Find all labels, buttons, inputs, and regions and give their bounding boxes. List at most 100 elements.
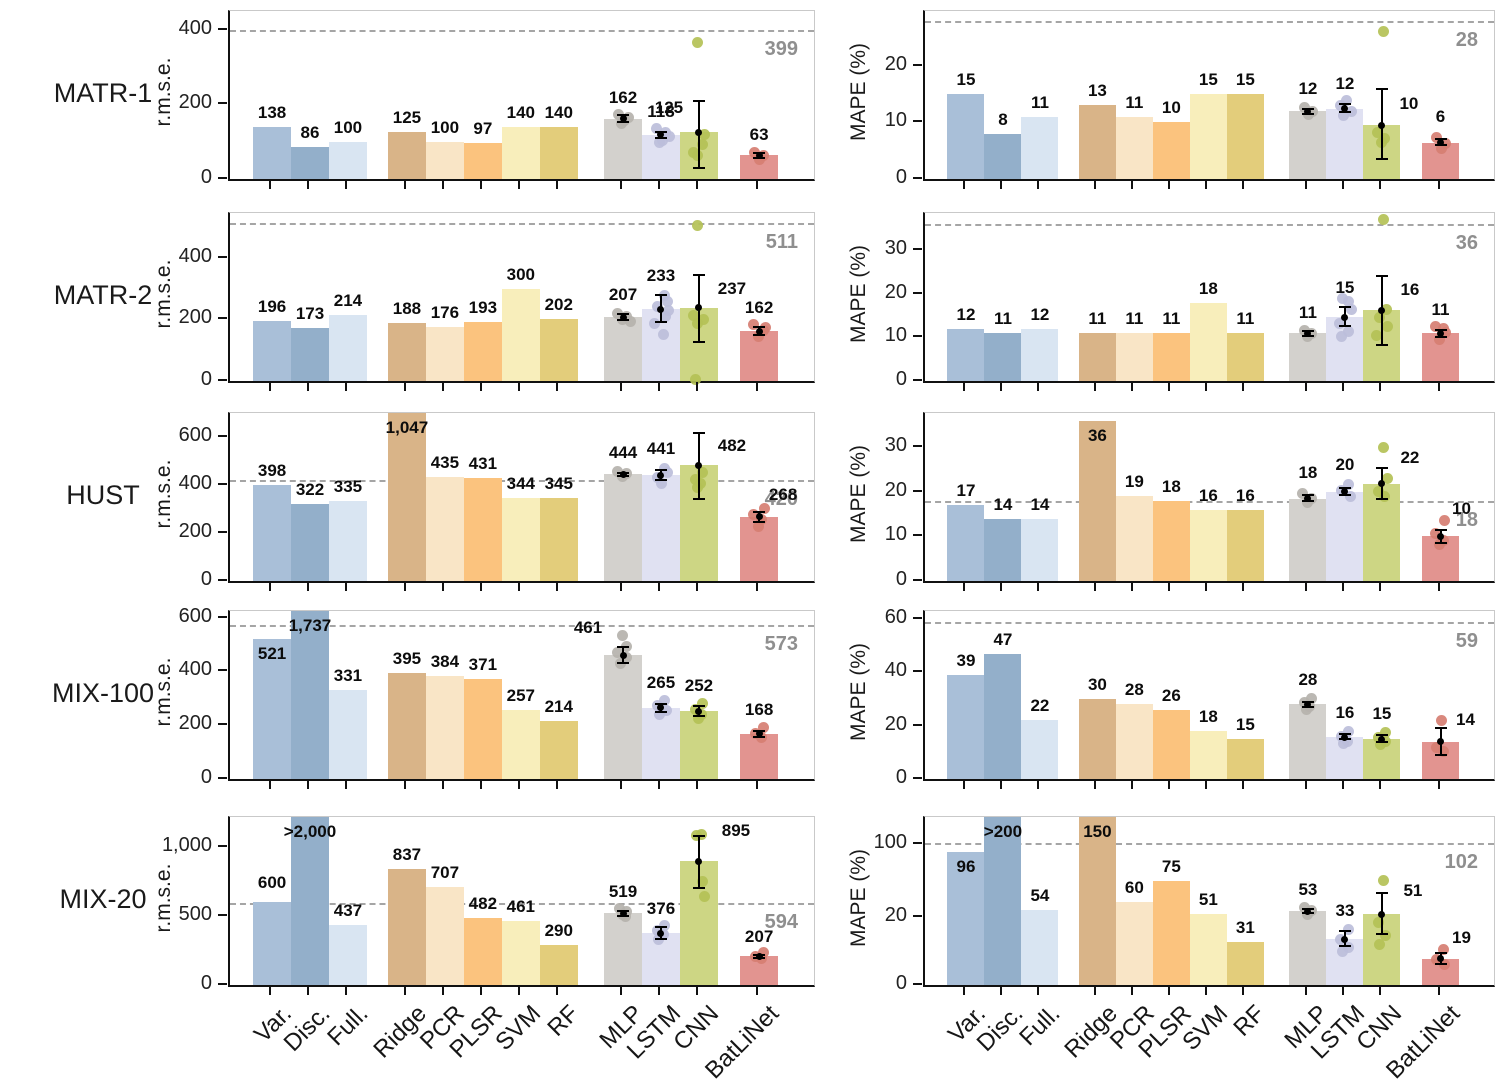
y-tick <box>218 579 227 581</box>
bar-Full. <box>328 141 367 179</box>
x-tick <box>555 382 558 391</box>
error-bar-cap <box>1375 467 1388 470</box>
bar-LSTM <box>1326 491 1364 581</box>
x-tick <box>1341 986 1344 995</box>
x-tick <box>403 986 406 995</box>
scatter-dot-MLP <box>1298 102 1310 114</box>
error-bar-cap <box>654 479 667 482</box>
scatter-dot-LSTM <box>651 471 663 483</box>
x-tick <box>1131 986 1134 995</box>
y-tick-label: 0 <box>200 568 212 590</box>
scatter-dot-MLP <box>1298 901 1310 913</box>
bar-Disc. <box>984 333 1022 381</box>
dataset-row-label: MATR-2 <box>53 280 153 310</box>
plot-area-MIX-100-left: 573 521 1,737 331 395 384 371 257 214 461 265 252 16… <box>228 610 815 781</box>
x-tick <box>657 180 660 189</box>
error-bar-cap <box>1434 541 1447 544</box>
bar-value-label: 51 <box>1403 881 1423 901</box>
error-bar-mean-dot <box>657 305 665 313</box>
y-tick <box>913 670 922 673</box>
y-tick <box>913 617 922 619</box>
x-tick <box>441 180 444 189</box>
bar-PLSR <box>1152 333 1190 381</box>
x-tick <box>517 780 520 789</box>
x-tick <box>1131 382 1134 391</box>
x-tick <box>620 180 623 189</box>
bar-value-label: 435 <box>430 452 460 472</box>
x-tick <box>962 382 965 391</box>
bar-value-label: 707 <box>430 863 460 883</box>
y-tick <box>218 177 227 179</box>
x-tick <box>1341 780 1344 789</box>
bar-SVM <box>1189 509 1227 581</box>
bar-value-label: 176 <box>430 302 460 322</box>
bar-Full. <box>1021 910 1059 985</box>
error-bar-cap <box>692 431 705 434</box>
x-tick <box>1036 382 1039 391</box>
bar-value-label: 15 <box>1335 277 1355 297</box>
scatter-dot-BatLiNet <box>1434 333 1446 345</box>
bar-value-label: 17 <box>956 481 976 501</box>
error-bar-cap <box>654 321 667 324</box>
error-bar-cap <box>692 340 705 343</box>
scatter-dot-CNN <box>697 697 709 709</box>
error-bar-cap <box>1375 158 1388 161</box>
x-tick <box>307 180 309 189</box>
error-bar-cap <box>692 705 705 708</box>
dataset-row-label: MIX-100 <box>51 678 155 708</box>
scatter-dot-BatLiNet <box>752 331 764 343</box>
error-bar-mean-dot <box>1341 105 1349 113</box>
error-bar-mean-dot <box>1378 306 1386 314</box>
error-bar-cap <box>1338 929 1351 932</box>
y-tick-label: 400 <box>178 244 212 267</box>
bars-layer <box>925 611 1494 779</box>
bar-value-label: 12 <box>1335 73 1355 93</box>
error-bar-mean-dot <box>1341 733 1349 741</box>
x-tick <box>344 780 347 789</box>
x-category-label-Full.: Full. <box>321 1000 374 1052</box>
error-bar-cap <box>1375 734 1388 737</box>
x-tick <box>403 780 406 789</box>
bar-Full. <box>1021 720 1059 779</box>
x-tick <box>1094 582 1097 591</box>
error-bar-cap <box>617 121 630 124</box>
scatter-dot-CNN <box>692 712 704 724</box>
error-bar-cap <box>1338 487 1351 490</box>
x-tick <box>479 382 482 391</box>
bar-Ridge <box>387 672 426 779</box>
bar-value-label: 162 <box>744 297 774 317</box>
bar-value-label: 15 <box>1372 703 1392 723</box>
threshold-line <box>925 224 1494 227</box>
x-tick <box>1168 180 1171 189</box>
error-bar-cap <box>1338 306 1351 308</box>
scatter-dot-BatLiNet <box>760 322 772 334</box>
error-bar-cap <box>692 166 705 169</box>
scatter-dot-BatLiNet <box>748 319 760 331</box>
bar-value-label: 431 <box>468 453 498 473</box>
y-tick-label: 20 <box>884 280 907 303</box>
bar-value-label: 233 <box>646 265 676 285</box>
scatter-dot-BatLiNet <box>756 514 768 526</box>
y-tick-label: 0 <box>895 166 907 188</box>
bar-value-label: 118 <box>647 101 675 121</box>
y-tick <box>913 983 922 985</box>
x-tick <box>1341 382 1344 391</box>
bar-MLP <box>1289 704 1327 779</box>
bar-PLSR <box>1152 122 1190 179</box>
bar-value-label: 14 <box>1030 494 1050 514</box>
x-tick <box>756 180 759 189</box>
error-bar-mean-dot <box>695 707 703 715</box>
bar-value-label: 300 <box>506 264 536 284</box>
y-tick <box>218 669 227 672</box>
scatter-dot-LSTM <box>659 695 671 707</box>
bar-value-label: 441 <box>646 439 676 459</box>
bar-value-label: 18 <box>1298 463 1318 483</box>
scatter-dot-CNN <box>1375 738 1387 750</box>
bar-SVM <box>501 288 540 381</box>
scatter-dot-LSTM <box>1343 923 1355 935</box>
x-tick <box>1242 582 1245 591</box>
bar-value-label: 140 <box>506 102 536 122</box>
scatter-dot-LSTM <box>1342 942 1354 953</box>
bar-PLSR <box>463 142 502 179</box>
